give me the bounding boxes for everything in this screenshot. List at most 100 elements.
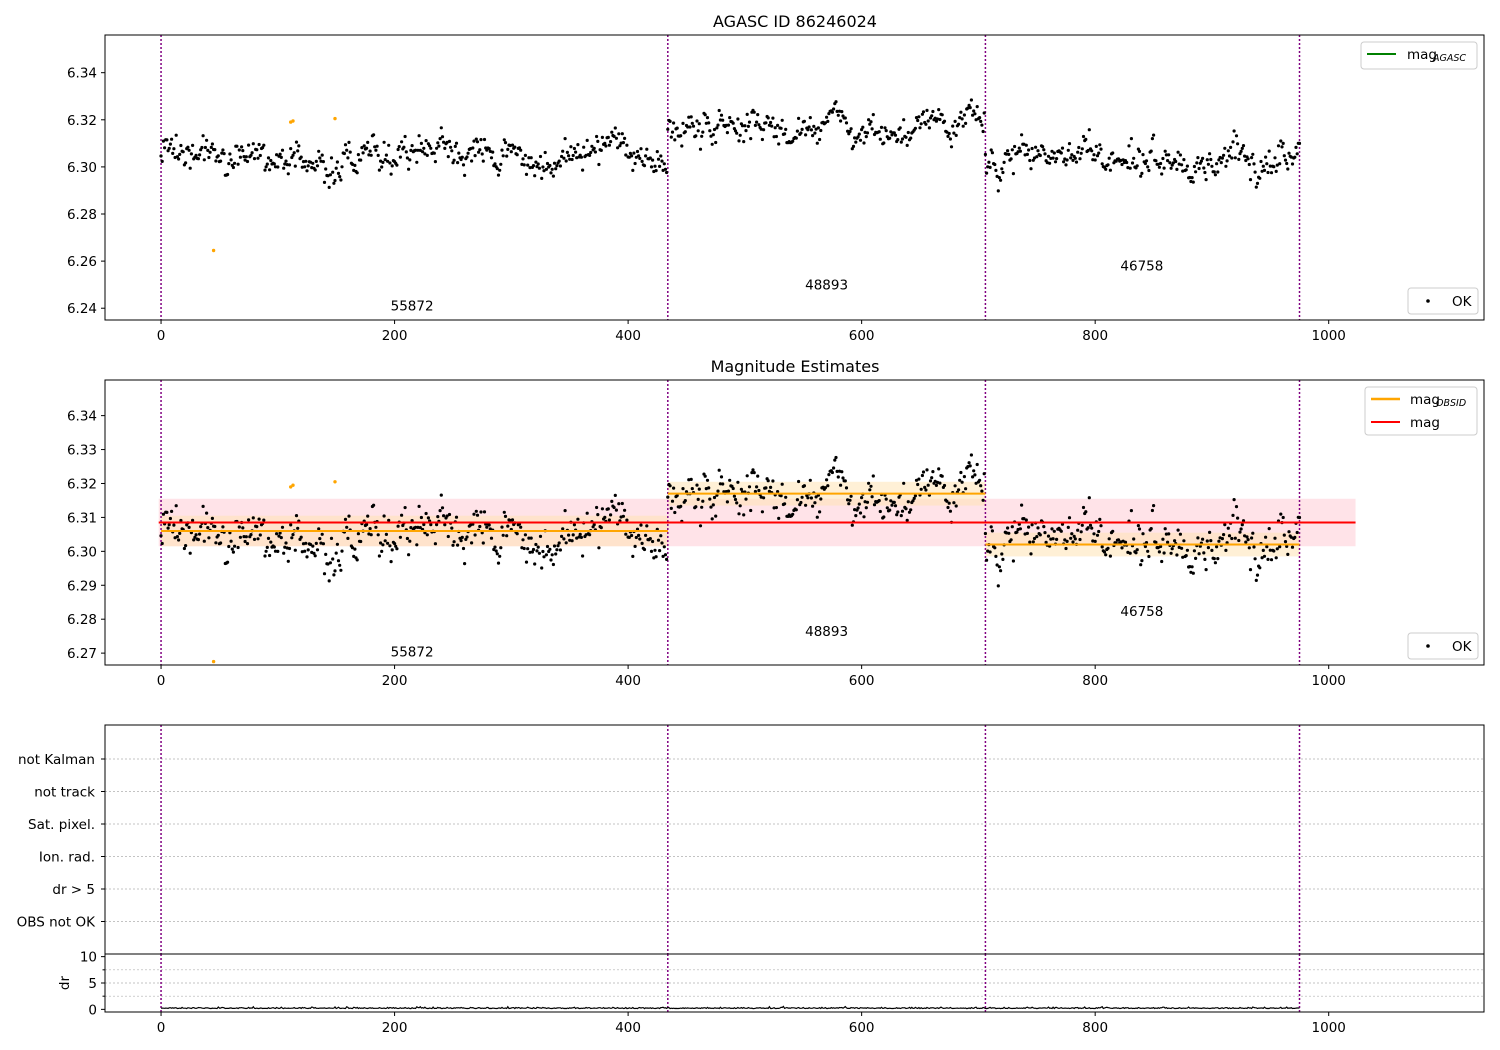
ok-data-point <box>747 120 752 124</box>
ok-data-point <box>835 469 839 473</box>
ok-data-point <box>1194 556 1198 561</box>
ok-data-point <box>428 144 432 148</box>
ok-data-point <box>450 149 454 153</box>
ok-data-point <box>415 543 419 547</box>
ok-data-point <box>465 155 469 159</box>
ok-data-point <box>571 533 575 537</box>
ok-data-point <box>1066 148 1070 152</box>
ok-data-point <box>813 131 817 135</box>
ok-data-point <box>653 164 657 168</box>
ok-data-point <box>537 551 542 555</box>
ok-data-point <box>1129 137 1133 141</box>
ok-data-point <box>1004 152 1009 156</box>
ok-data-point <box>1223 146 1227 150</box>
ok-data-point <box>263 554 267 558</box>
ok-data-point <box>779 494 783 498</box>
ok-data-point <box>930 114 934 118</box>
ok-data-point <box>1091 539 1095 543</box>
ok-data-point <box>700 505 704 509</box>
ok-data-point <box>1264 155 1268 159</box>
ok-data-point <box>418 526 422 530</box>
ok-data-point <box>697 487 701 491</box>
ok-data-point <box>1010 148 1014 152</box>
ok-data-point <box>347 140 351 144</box>
ok-data-point <box>1030 146 1034 151</box>
ok-data-point <box>487 523 491 527</box>
ok-data-point <box>198 532 202 536</box>
ok-data-point <box>668 484 672 488</box>
ok-data-point <box>1247 162 1251 167</box>
ok-data-point <box>443 146 447 150</box>
ok-data-point <box>640 159 644 163</box>
ok-data-point <box>617 132 621 136</box>
ok-data-point <box>843 479 847 483</box>
ok-data-point <box>252 537 257 542</box>
ok-data-point <box>759 127 763 131</box>
ok-data-point <box>545 544 550 549</box>
ok-data-point <box>714 514 718 518</box>
ok-data-point <box>1258 566 1262 570</box>
ok-data-point <box>766 479 770 483</box>
ok-data-point <box>853 136 857 140</box>
ok-data-point <box>160 159 164 163</box>
ok-data-point <box>394 544 398 548</box>
ok-data-point <box>214 159 218 163</box>
ok-data-point <box>170 509 174 513</box>
ok-data-point <box>1206 162 1210 166</box>
ok-data-point <box>1007 152 1011 156</box>
ok-data-point <box>708 129 712 133</box>
ok-data-point <box>1282 533 1286 537</box>
ok-data-point <box>588 533 592 537</box>
ok-data-point <box>327 185 331 189</box>
ok-data-point <box>964 487 968 491</box>
ok-data-point <box>1007 531 1011 535</box>
ok-data-point <box>1274 169 1278 173</box>
ok-data-point <box>597 546 601 550</box>
ok-data-point <box>161 139 165 143</box>
ok-data-point <box>542 169 546 173</box>
ok-data-point <box>454 515 459 519</box>
ok-data-point <box>905 143 909 147</box>
ok-data-point <box>1070 532 1074 536</box>
y-tick-label: 6.30 <box>67 544 97 560</box>
ok-data-point <box>895 513 899 517</box>
ok-data-point <box>501 533 505 537</box>
ok-data-point <box>299 155 303 159</box>
ok-data-point <box>614 508 619 512</box>
ok-data-point <box>247 518 251 522</box>
ok-data-point <box>440 506 445 510</box>
ok-data-point <box>642 164 647 168</box>
ok-data-point <box>576 143 580 147</box>
ok-data-point <box>360 146 364 150</box>
ok-data-point <box>879 125 884 129</box>
ok-data-point <box>245 542 250 546</box>
ok-data-point <box>202 158 206 162</box>
ok-data-point <box>1028 158 1032 163</box>
ok-data-point <box>969 453 974 457</box>
ok-data-point <box>759 495 763 499</box>
ok-data-point <box>519 148 523 152</box>
ok-data-point <box>1246 157 1250 161</box>
ok-data-point <box>261 146 265 150</box>
ok-data-point <box>909 508 913 512</box>
ok-data-point <box>1160 559 1164 564</box>
ok-data-point <box>545 161 550 166</box>
ok-data-point <box>502 138 506 142</box>
ok-data-point <box>568 538 572 542</box>
flagged-data-point <box>333 116 337 121</box>
ok-data-point <box>806 128 810 132</box>
ok-data-point <box>997 176 1002 180</box>
ok-data-point <box>707 121 711 125</box>
ok-data-point <box>1108 168 1112 172</box>
ok-data-point <box>264 549 268 553</box>
ok-data-point <box>340 165 344 169</box>
ok-data-point <box>1169 551 1173 555</box>
ok-data-point <box>600 135 605 139</box>
ok-data-point <box>562 537 566 541</box>
ok-data-point <box>400 513 404 517</box>
legend-ok-swatch <box>1426 644 1430 648</box>
ok-data-point <box>635 149 640 154</box>
ok-data-point <box>660 159 664 163</box>
ok-data-point <box>1094 144 1098 148</box>
ok-data-point <box>365 146 369 150</box>
